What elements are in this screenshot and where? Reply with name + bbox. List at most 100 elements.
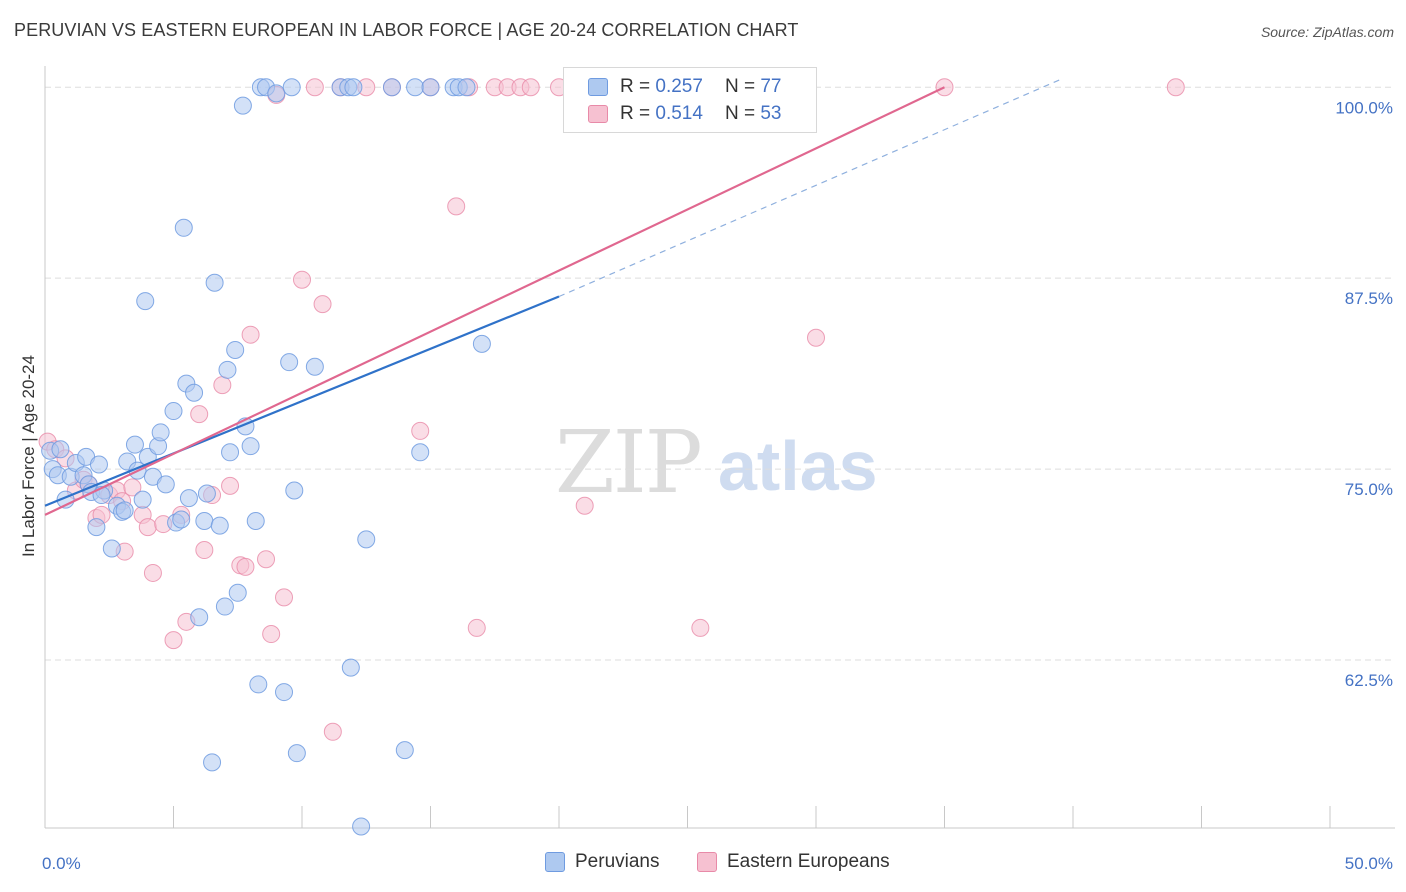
peruvians-point	[344, 78, 363, 97]
peruvians-point	[233, 96, 252, 115]
y-tick-label: 75.0%	[1345, 480, 1393, 499]
peruvians-point	[406, 78, 425, 97]
peruvians-point	[125, 435, 144, 454]
peruvians-point	[89, 455, 108, 474]
peruvians-point	[215, 597, 234, 616]
peruvians-r-value: 0.257	[655, 76, 703, 97]
peruvians-point	[382, 78, 401, 97]
peruvians-point	[115, 501, 134, 520]
eastern-point	[241, 325, 260, 344]
eastern-point	[575, 496, 594, 515]
eastern-point	[195, 541, 214, 560]
peruvians-point	[282, 78, 301, 97]
eastern-point	[262, 625, 281, 644]
peruvians-point	[133, 490, 152, 509]
eastern-n-value: 53	[760, 103, 782, 124]
eastern-point	[447, 197, 466, 216]
source-credit: Source: ZipAtlas.com	[1260, 24, 1394, 40]
eastern-point	[138, 518, 157, 537]
peruvians-point	[421, 78, 440, 97]
eastern-point	[213, 376, 232, 395]
peruvians-trend-line	[44, 295, 560, 507]
bottom-eastern-label: Eastern Europeans	[727, 851, 890, 872]
eastern-swatch	[588, 105, 608, 123]
peruvians-r-label: R =	[620, 76, 651, 97]
peruvians-point	[341, 658, 360, 677]
peruvians-point	[197, 484, 216, 503]
peruvians-trend-extension	[558, 79, 1061, 298]
watermark-zip: ZIP	[555, 413, 701, 513]
peruvians-point	[275, 683, 294, 702]
eastern-r-label: R =	[620, 103, 651, 124]
eastern-point	[521, 78, 540, 97]
y-tick-label: 100.0%	[1335, 98, 1393, 117]
peruvians-point	[164, 402, 183, 421]
peruvians-swatch	[588, 78, 608, 96]
peruvians-point	[305, 357, 324, 376]
peruvians-point	[411, 443, 430, 462]
eastern-point	[807, 328, 825, 347]
eastern-point	[123, 478, 142, 497]
peruvians-point	[241, 437, 260, 456]
peruvians-point	[472, 334, 491, 353]
eastern-n-label: N =	[724, 103, 756, 124]
eastern-point	[236, 557, 255, 576]
peruvians-point	[205, 273, 224, 292]
peruvians-point	[87, 518, 106, 537]
peruvians-point	[172, 510, 191, 529]
bottom-peruvians-label: Peruvians	[575, 851, 660, 872]
peruvians-n-label: N =	[724, 76, 756, 97]
eastern-point	[411, 421, 430, 440]
peruvians-point	[203, 753, 222, 772]
bottom-legend-peruvians: Peruvians	[545, 851, 660, 873]
peruvians-point	[210, 516, 229, 535]
eastern-point	[305, 78, 324, 97]
peruvians-point	[151, 423, 170, 442]
y-tick-labels: 62.5% 75.0% 87.5% 100.0%	[1335, 98, 1393, 690]
watermark-atlas: atlas	[718, 427, 878, 505]
eastern-point	[275, 588, 294, 607]
legend-row-peruvians: R = 0.257 N = 77	[588, 76, 781, 98]
legend-row-eastern: R = 0.514 N = 53	[588, 103, 781, 125]
peruvians-n-value: 77	[760, 76, 782, 97]
eastern-point	[1166, 78, 1185, 97]
peruvians-point	[249, 675, 268, 694]
x-tick-label: 0.0%	[42, 854, 81, 873]
y-tick-label: 87.5%	[1345, 289, 1393, 308]
eastern-point	[257, 550, 276, 569]
peruvians-point	[287, 744, 306, 763]
x-tick-labels: 0.0% 50.0%	[42, 854, 1393, 873]
eastern-point	[293, 270, 311, 289]
trend-lines	[44, 79, 1061, 516]
eastern-point	[190, 405, 209, 424]
peruvians-point	[51, 440, 70, 459]
peruvians-point	[174, 218, 193, 237]
peruvians-point	[195, 512, 214, 531]
eastern-trend-line	[44, 86, 945, 516]
peruvians-point	[280, 353, 299, 372]
bottom-legend-eastern: Eastern Europeans	[697, 851, 890, 873]
eastern-point	[313, 295, 332, 314]
bottom-peruvians-swatch	[545, 852, 565, 872]
eastern-point	[691, 618, 710, 637]
peruvians-point	[179, 489, 198, 508]
peruvians-point	[226, 340, 245, 359]
peruvians-point	[457, 78, 476, 97]
peruvians-point	[267, 84, 286, 103]
eastern-point	[221, 476, 240, 495]
y-tick-label: 62.5%	[1345, 671, 1393, 690]
eastern-r-value: 0.514	[655, 103, 703, 124]
peruvians-point	[190, 608, 209, 627]
peruvians-point	[228, 583, 247, 602]
x-tick-label: 50.0%	[1345, 854, 1393, 873]
peruvians-point	[246, 512, 265, 531]
peruvians-point	[285, 481, 304, 500]
watermark: ZIP atlas	[555, 413, 878, 513]
chart-title: PERUVIAN VS EASTERN EUROPEAN IN LABOR FO…	[14, 20, 799, 40]
eastern-point	[164, 631, 183, 650]
eastern-europeans-points	[38, 78, 1185, 741]
peruvians-points	[41, 78, 491, 836]
y-axis-label: In Labor Force | Age 20-24	[19, 355, 38, 557]
peruvians-point	[102, 539, 121, 558]
